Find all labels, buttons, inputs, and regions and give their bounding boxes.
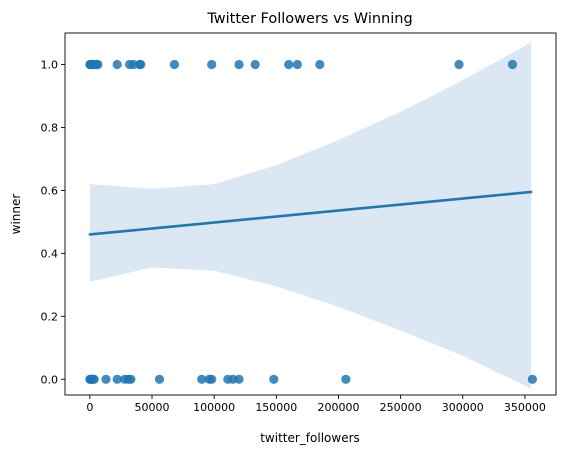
data-point: [269, 374, 279, 384]
data-point: [93, 59, 103, 70]
data-point: [169, 59, 179, 70]
data-point: [89, 374, 99, 384]
x-tick-label: 300000: [442, 401, 484, 414]
data-point: [341, 374, 351, 384]
y-tick-label: 0.4: [41, 247, 59, 260]
data-point: [126, 374, 136, 384]
y-axis-ticks: 0.0 0.2 0.4 0.6 0.8 1.0: [41, 58, 65, 386]
x-axis-label: twitter_followers: [260, 431, 360, 445]
plot-area: [85, 42, 538, 389]
y-axis-label: winner: [9, 194, 23, 235]
x-tick-label: 250000: [380, 401, 422, 414]
data-point: [284, 59, 294, 70]
data-point: [136, 59, 146, 70]
x-tick-label: 350000: [504, 401, 546, 414]
data-point: [454, 59, 464, 70]
y-tick-label: 0.0: [41, 373, 59, 386]
data-point: [507, 59, 518, 70]
y-tick-label: 0.8: [41, 121, 59, 134]
data-point: [234, 59, 244, 70]
y-tick-label: 0.2: [41, 310, 59, 323]
x-tick-label: 150000: [255, 401, 297, 414]
data-point: [101, 374, 111, 384]
data-point: [234, 374, 244, 384]
data-point: [112, 59, 122, 70]
data-point: [250, 59, 260, 70]
data-point: [207, 59, 217, 70]
data-point: [197, 374, 207, 384]
x-tick-label: 0: [86, 401, 93, 414]
x-tick-label: 200000: [317, 401, 359, 414]
data-point: [112, 374, 122, 384]
data-point: [292, 59, 302, 70]
confidence-band: [89, 42, 532, 389]
x-axis-ticks: 0 50000 100000 150000 200000 250000 300000 3500…: [86, 395, 546, 414]
x-tick-label: 50000: [135, 401, 170, 414]
data-point: [527, 374, 538, 384]
data-point: [154, 374, 165, 384]
plot-frame: [64, 32, 557, 396]
regression-line: [88, 190, 533, 236]
data-point: [207, 374, 217, 384]
y-tick-label: 1.0: [41, 58, 59, 71]
chart-title: Twitter Followers vs Winning: [206, 11, 412, 27]
data-point: [315, 59, 325, 70]
x-tick-label: 100000: [193, 401, 235, 414]
y-tick-label: 0.6: [41, 184, 59, 197]
